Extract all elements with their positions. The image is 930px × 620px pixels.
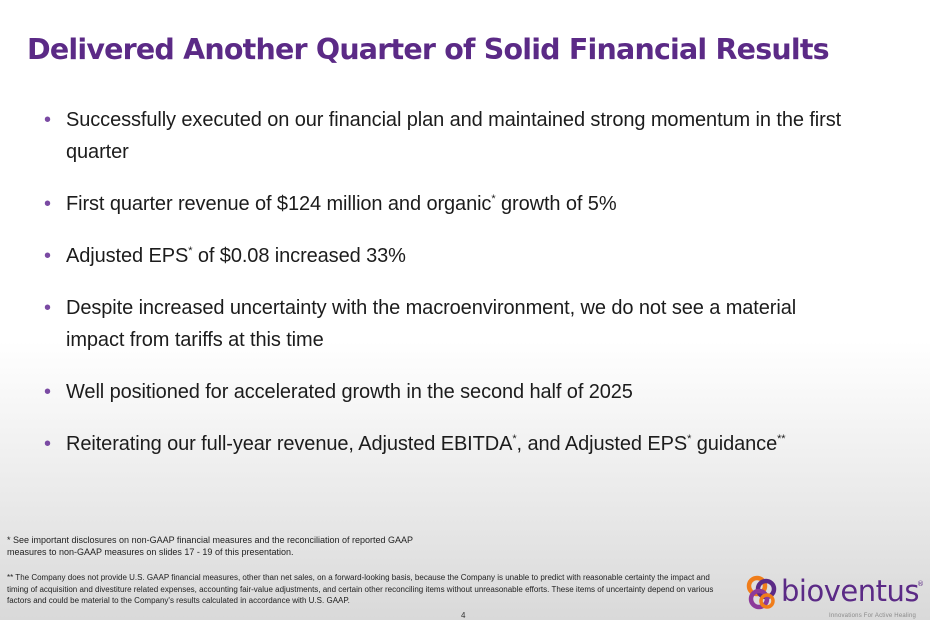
footnote-marker: * — [512, 433, 517, 445]
footnote-forward-looking: ** The Company does not provide U.S. GAA… — [7, 573, 714, 605]
bullet-text: growth of 5% — [495, 193, 617, 215]
bullet-dot-icon: • — [44, 193, 51, 215]
bullet-text: Well positioned for accelerated growth i… — [66, 381, 633, 403]
bullet-list: • Successfully executed on our financial… — [44, 104, 844, 480]
bullet-dot-icon: • — [44, 297, 51, 319]
footnote-non-gaap: * See important disclosures on non-GAAP … — [7, 535, 413, 557]
bullet-text: , and Adjusted EPS — [516, 433, 688, 455]
bullet-text: Adjusted EPS — [66, 245, 189, 267]
company-logo: bioventus ® Innovations For Active Heali… — [745, 572, 925, 620]
bullet-item: • Reiterating our full-year revenue, Adj… — [44, 428, 844, 460]
footnote-marker: * — [491, 193, 496, 205]
page-number: 4 — [461, 611, 466, 620]
bullet-dot-icon: • — [44, 381, 51, 403]
footnote-marker: * — [188, 245, 193, 257]
logo-tagline: Innovations For Active Healing — [829, 613, 917, 619]
bullet-text: Successfully executed on our financial p… — [66, 109, 842, 163]
bullet-text: of $0.08 increased 33% — [192, 245, 406, 267]
bullet-item: • Successfully executed on our financial… — [44, 104, 844, 168]
bullet-item: • First quarter revenue of $124 million … — [44, 188, 844, 220]
bullet-dot-icon: • — [44, 245, 51, 267]
bullet-item: • Despite increased uncertainty with the… — [44, 292, 844, 356]
bullet-text: Reiterating our full-year revenue, Adjus… — [66, 433, 513, 455]
bullet-item: • Well positioned for accelerated growth… — [44, 376, 844, 408]
bullet-item: • Adjusted EPS* of $0.08 increased 33% — [44, 240, 844, 272]
bullet-dot-icon: • — [44, 433, 51, 455]
registered-mark: ® — [917, 580, 924, 588]
slide-title: Delivered Another Quarter of Solid Finan… — [27, 33, 830, 66]
footnote-marker: ** — [777, 433, 786, 445]
footnote-marker: * — [687, 433, 692, 445]
bullet-dot-icon: • — [44, 109, 51, 131]
logo-wordmark: bioventus — [781, 574, 919, 608]
bioventus-logo-icon — [746, 575, 777, 610]
bullet-text: Despite increased uncertainty with the m… — [66, 297, 797, 351]
bullet-text: guidance — [691, 433, 778, 455]
bullet-text: First quarter revenue of $124 million an… — [66, 193, 492, 215]
